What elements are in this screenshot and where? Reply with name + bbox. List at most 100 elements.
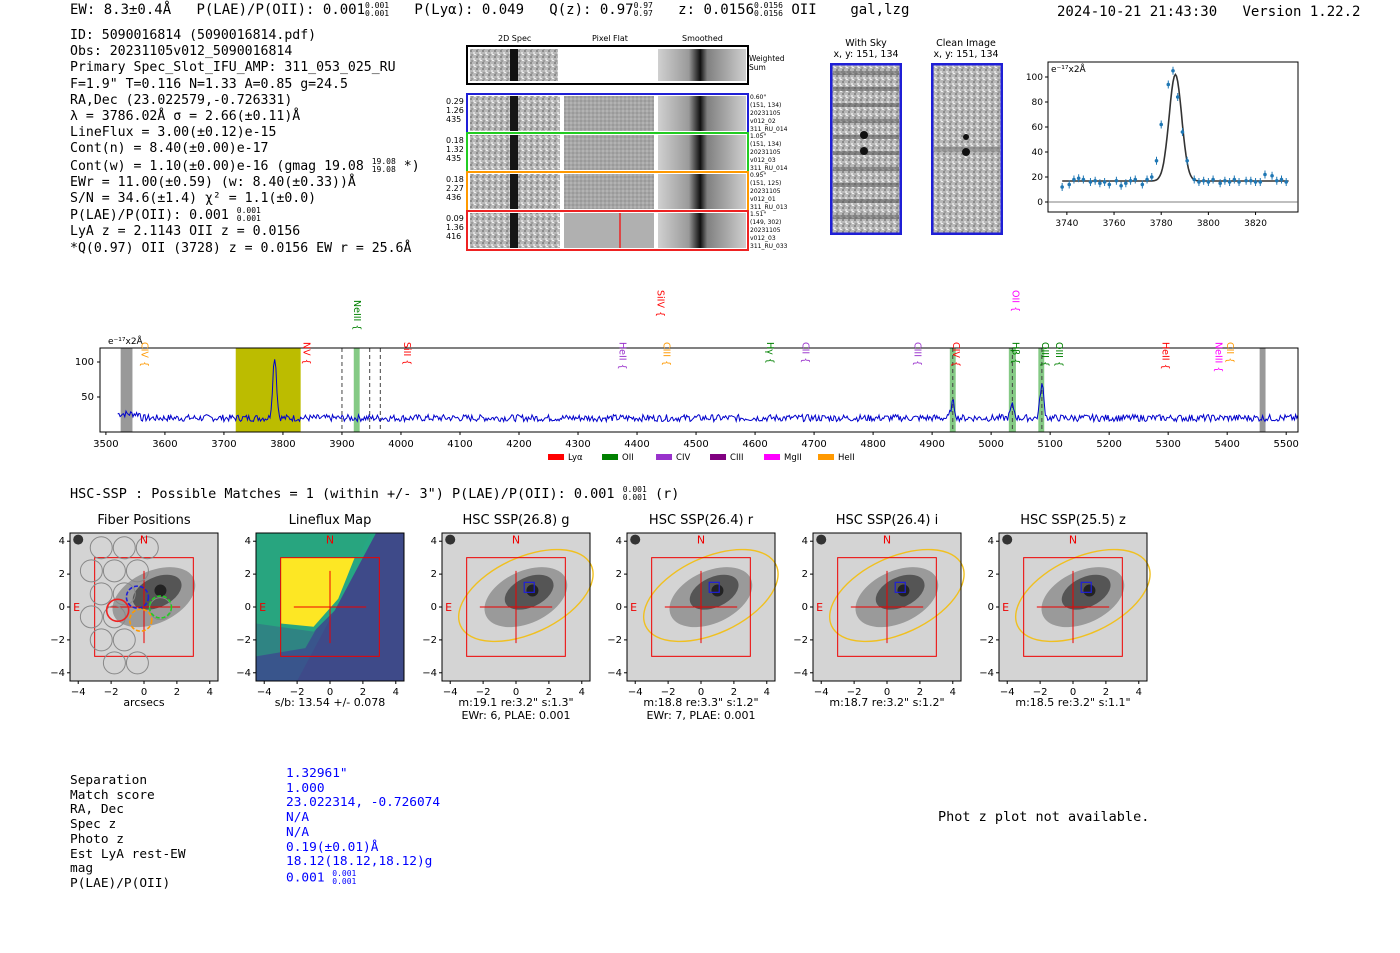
hsc-ytick-label: −2 bbox=[793, 635, 808, 646]
stamp-note: (149, 302) bbox=[750, 219, 781, 226]
hsc-ytick-label: 2 bbox=[988, 569, 994, 580]
hsc-ytick-label: 4 bbox=[59, 536, 65, 547]
svg-text:HeII {: HeII { bbox=[616, 342, 627, 370]
zoom-data-point bbox=[1149, 175, 1154, 179]
zoom-data-point bbox=[1076, 176, 1081, 181]
sky-band bbox=[833, 215, 899, 219]
zoom-spectrum-chart: 0 20 40 60 80 100 3740 3760 3780 3800 3820 e⁻¹⁷x2Å bbox=[1026, 61, 1299, 229]
stamp-note: 20231105 bbox=[750, 149, 781, 156]
stamp-stat: 1.36 bbox=[446, 223, 464, 232]
header-plae-range: 0.001 0.001 bbox=[365, 1, 390, 18]
hsc-ytick-label: −4 bbox=[422, 668, 437, 679]
sky-band bbox=[833, 103, 899, 107]
hsc-ytick-label: 0 bbox=[802, 602, 808, 613]
sky-band bbox=[833, 87, 899, 91]
hsc-ytick-label: 0 bbox=[988, 602, 994, 613]
hsc-east-label: E bbox=[445, 601, 452, 614]
header-flags: gal,lzg bbox=[850, 2, 910, 18]
stamp-note: 20231105 bbox=[750, 110, 781, 117]
info-lineflux: LineFlux = 3.00(±0.12)e-15 bbox=[70, 125, 277, 141]
stamp-note: 311_RU_014 bbox=[750, 165, 788, 172]
header-bar: EW: 8.3±0.4Å P(LAE)/P(OII): 0.001 0.001 0.… bbox=[70, 1, 910, 19]
hsc-north-label: N bbox=[697, 534, 705, 547]
zoom-data-point bbox=[1145, 177, 1149, 182]
clean-image bbox=[931, 63, 1003, 235]
spectrum-frame bbox=[99, 347, 1299, 433]
zoom-data-point bbox=[1114, 178, 1119, 183]
hsc-header: HSC-SSP : Possible Matches = 1 (within +… bbox=[70, 485, 680, 503]
match-value-separation: 1.32961" bbox=[286, 766, 348, 781]
spectrum-line-label: Hβ { bbox=[1009, 342, 1020, 364]
zoom-data-point bbox=[1274, 178, 1279, 183]
spectrum-xtick-label: 4900 bbox=[919, 439, 944, 450]
spectrum-line-label: HeII { bbox=[1159, 342, 1170, 370]
stamp-note: (151, 134) bbox=[750, 102, 781, 109]
spectrum-xtick-label: 5300 bbox=[1155, 439, 1180, 450]
zoom-ytick-label: 100 bbox=[1026, 73, 1043, 83]
hsc-panel: N E −4 −4 −2 −2 0 0 2 2 4 4 bbox=[422, 532, 594, 698]
hsc-xtick-label: −2 bbox=[104, 687, 119, 698]
zoom-data-point bbox=[1088, 180, 1093, 184]
header-version: Version 1.22.2 bbox=[1242, 4, 1361, 20]
stamp-title-pixelflat: Pixel Flat bbox=[592, 34, 628, 43]
stamp-smoothed bbox=[658, 213, 746, 248]
header-qz: Q(z): 0.97 bbox=[549, 2, 634, 18]
svg-text:Sum: Sum bbox=[749, 63, 766, 72]
hsc-xtick-label: 2 bbox=[917, 687, 923, 698]
zoom-data-point bbox=[1218, 181, 1222, 186]
hsc-xtick-label: −4 bbox=[814, 687, 829, 698]
hsc-xtick-label: −2 bbox=[290, 687, 305, 698]
hsc-xtick-label: −2 bbox=[847, 687, 862, 698]
header-ew: EW: 8.3±0.4Å bbox=[70, 2, 172, 18]
svg-text:SiIV {: SiIV { bbox=[655, 290, 666, 317]
zoom-data-point bbox=[1258, 180, 1263, 184]
spectrum-ytick-label: 50 bbox=[81, 392, 94, 403]
svg-text:Hγ {: Hγ { bbox=[764, 342, 775, 364]
svg-text:CIV {: CIV { bbox=[950, 342, 961, 367]
hsc-xtick-label: −4 bbox=[71, 687, 86, 698]
legend-swatch bbox=[764, 454, 781, 460]
stamp-2dspec-source bbox=[510, 174, 518, 209]
zoom-ytick-label: 80 bbox=[1032, 98, 1044, 108]
header-timestamp-block: 2024-10-21 21:43:30 Version 1.22.2 bbox=[1057, 4, 1360, 20]
hsc-ytick-label: 0 bbox=[616, 602, 622, 613]
spectrum-line-label: SiII { bbox=[401, 342, 412, 365]
info-wavelength: λ = 3786.02Å σ = 2.66(±0.11)Å bbox=[70, 109, 301, 125]
hsc-plae-range: 0.001 0.001 bbox=[622, 485, 647, 502]
hsc-ytick-label: 0 bbox=[59, 602, 65, 613]
hsc-ytick-label: −2 bbox=[50, 635, 65, 646]
stamp-smoothed bbox=[658, 174, 746, 209]
sky-band bbox=[833, 71, 899, 75]
stamp-note: v012_03 bbox=[750, 157, 776, 164]
zoom-data-point bbox=[1192, 177, 1197, 182]
spectrum-line-label: NeIII { bbox=[1212, 342, 1223, 372]
info-plae: P(LAE)/P(OII): 0.001 0.001 0.001 bbox=[70, 206, 261, 224]
stamp-stat: 0.09 bbox=[446, 214, 464, 223]
zoom-data-point bbox=[1223, 178, 1227, 183]
match-label-specz: Spec z bbox=[70, 817, 117, 833]
zoom-data-point bbox=[1159, 122, 1164, 127]
zoom-ylabel: e⁻¹⁷x2Å bbox=[1051, 63, 1087, 75]
stamp-pixelflat-flat bbox=[564, 213, 654, 248]
hsc-xtick-label: 4 bbox=[764, 687, 770, 698]
legend-swatch bbox=[548, 454, 565, 460]
hsc-xtick-label: −2 bbox=[1033, 687, 1048, 698]
hsc-panel-caption: arcsecs bbox=[123, 696, 165, 709]
zoom-data-point bbox=[1081, 177, 1086, 182]
spectrum-line-label: NeIII { bbox=[351, 300, 362, 330]
hsc-xtick-label: −4 bbox=[257, 687, 272, 698]
stamp-stat: 435 bbox=[446, 154, 461, 163]
match-value-mag: 18.12(18.12,18.12)g bbox=[286, 854, 433, 870]
zoom-xtick-label: 3740 bbox=[1055, 219, 1078, 229]
svg-text:CIV {: CIV { bbox=[138, 342, 149, 367]
zoom-data-point bbox=[1098, 181, 1102, 186]
match-label-plae: P(LAE)/P(OII) bbox=[70, 875, 171, 891]
sky-band bbox=[833, 119, 899, 123]
header-plya: P(Lyα): 0.049 bbox=[414, 2, 524, 18]
info-ewr: EWr = 11.00(±0.59) (w: 8.40(±0.33))Å bbox=[70, 174, 356, 190]
spectrum-line-label: CIII { bbox=[911, 342, 922, 366]
hsc-panel-title: HSC SSP(26.8) g bbox=[462, 513, 570, 528]
spectrum-line-label: CIII { bbox=[661, 342, 672, 366]
